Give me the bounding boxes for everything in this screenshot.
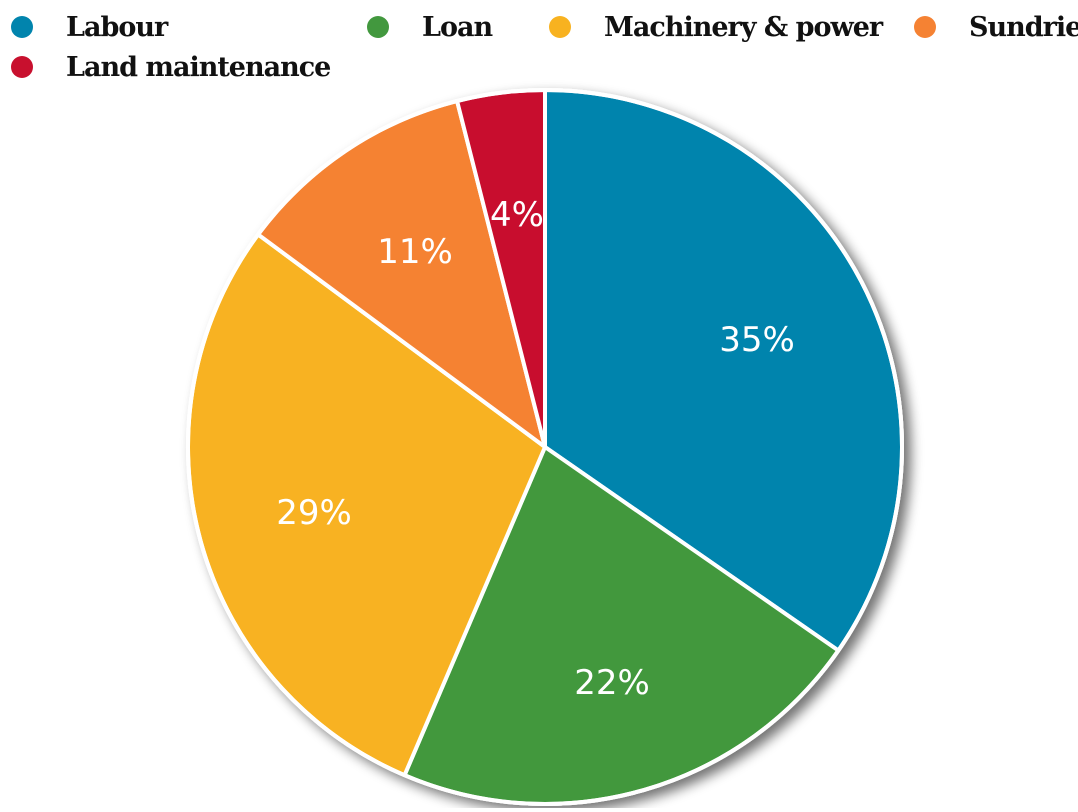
legend-item-labour: Labour bbox=[11, 12, 170, 43]
slice-label-loan: 22% bbox=[574, 663, 650, 703]
legend-label-machinery-and-power: Machinery & power bbox=[604, 12, 884, 43]
slice-labels: 35% 22% 29% 11% 4% bbox=[276, 195, 795, 703]
slice-label-sundries: 11% bbox=[377, 232, 453, 272]
legend-label-labour: Labour bbox=[66, 12, 169, 43]
legend-label-loan: Loan bbox=[422, 12, 493, 43]
legend-swatch-machinery-and-power bbox=[549, 16, 571, 38]
pie-rim bbox=[186, 88, 904, 806]
pie bbox=[186, 88, 904, 806]
legend-label-sundries: Sundries bbox=[969, 12, 1078, 43]
slice-label-labour: 35% bbox=[719, 320, 795, 360]
legend: Labour Loan Machinery & power Sundries Land … bbox=[11, 12, 1078, 83]
slice-label-land-maintenance: 4% bbox=[490, 195, 544, 235]
legend-item-loan: Loan bbox=[367, 12, 494, 43]
slice-label-machinery-and-power: 29% bbox=[276, 493, 352, 533]
legend-label-land-maintenance: Land maintenance bbox=[66, 52, 330, 83]
legend-item-land-maintenance: Land maintenance bbox=[11, 52, 331, 83]
legend-item-machinery-and-power: Machinery & power bbox=[549, 12, 885, 43]
legend-swatch-sundries bbox=[914, 16, 936, 38]
legend-item-sundries: Sundries bbox=[914, 12, 1078, 43]
legend-swatch-labour bbox=[11, 16, 33, 38]
legend-swatch-land-maintenance bbox=[11, 56, 33, 78]
legend-swatch-loan bbox=[367, 16, 389, 38]
